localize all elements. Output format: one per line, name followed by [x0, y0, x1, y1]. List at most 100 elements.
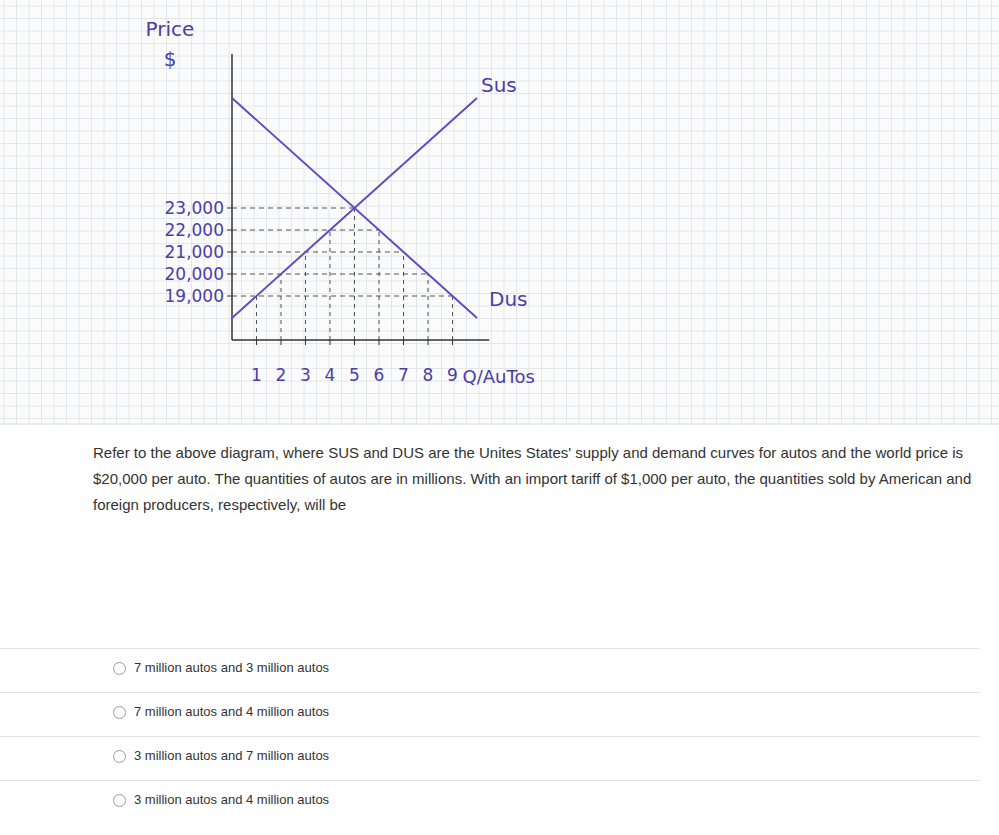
paper-line	[729, 0, 730, 425]
radio-button[interactable]	[113, 662, 126, 675]
option[interactable]: 7 million autos and 4 million autos	[0, 692, 980, 733]
paper-line	[0, 268, 999, 269]
x-tick-label: 2	[276, 365, 287, 385]
paper-line	[504, 0, 505, 425]
paper-line	[829, 0, 830, 425]
option-text: 3 million autos and 7 million autos	[134, 748, 329, 763]
x-axis-label: Q/AuTos	[463, 366, 535, 387]
paper-line	[979, 0, 980, 425]
reference-line	[232, 230, 379, 231]
x-tick-label: 7	[398, 365, 409, 385]
y-tick	[227, 230, 232, 231]
series-line	[232, 98, 477, 318]
paper-line	[716, 0, 717, 425]
graph-paper	[0, 0, 999, 425]
paper-line	[379, 0, 380, 425]
paper-line	[641, 0, 642, 425]
paper-line	[0, 393, 999, 394]
reference-lines	[232, 208, 453, 340]
paper-line	[254, 0, 255, 425]
x-tick-label: 1	[251, 365, 262, 385]
paper-line	[0, 206, 999, 207]
paper-line	[654, 0, 655, 425]
paper-line	[304, 0, 305, 425]
paper-line	[491, 0, 492, 425]
radio-button[interactable]	[113, 794, 126, 807]
reference-line	[232, 296, 453, 297]
y-tick-label: 20,000	[165, 264, 224, 284]
paper-line	[866, 0, 867, 425]
paper-line	[391, 0, 392, 425]
paper-line	[79, 0, 80, 425]
x-tick-label: 8	[423, 365, 434, 385]
paper-line	[841, 0, 842, 425]
reference-line	[452, 296, 453, 340]
reference-line	[428, 274, 429, 340]
paper-line	[766, 0, 767, 425]
paper-line	[29, 0, 30, 425]
paper-line	[466, 0, 467, 425]
paper-line	[854, 0, 855, 425]
paper-line	[541, 0, 542, 425]
paper-line	[0, 318, 999, 319]
page: 19,00020,00021,00022,00023,000123456789Q…	[0, 0, 999, 835]
x-tick	[452, 340, 453, 345]
reference-line	[232, 252, 404, 253]
paper-line	[666, 0, 667, 425]
paper-line	[804, 0, 805, 425]
paper-line	[0, 356, 999, 357]
x-tick	[330, 340, 331, 345]
paper-line	[0, 143, 999, 144]
paper-line	[0, 281, 999, 282]
x-tick-label: 4	[325, 365, 336, 385]
paper-line	[991, 0, 992, 425]
paper-line	[291, 0, 292, 425]
paper-line	[941, 0, 942, 425]
x-tick	[379, 340, 380, 345]
y-tick	[227, 274, 232, 275]
paper-line	[0, 406, 999, 407]
y-tick	[227, 296, 232, 297]
paper-line	[0, 156, 999, 157]
paper-line	[41, 0, 42, 425]
paper-line	[591, 0, 592, 425]
x-tick	[305, 340, 306, 345]
y-tick-label: 21,000	[165, 242, 224, 262]
paper-line	[341, 0, 342, 425]
paper-line	[0, 168, 999, 169]
paper-line	[516, 0, 517, 425]
paper-line	[479, 0, 480, 425]
paper-line	[0, 343, 999, 344]
paper-line	[566, 0, 567, 425]
paper-line	[0, 56, 999, 57]
option[interactable]: 7 million autos and 3 million autos	[0, 648, 980, 689]
x-tick-label: 6	[374, 365, 385, 385]
option-text: 7 million autos and 4 million autos	[134, 704, 329, 719]
paper-line	[604, 0, 605, 425]
reference-line	[379, 230, 380, 340]
radio-button[interactable]	[113, 706, 126, 719]
paper-line	[354, 0, 355, 425]
paper-line	[4, 0, 5, 425]
option[interactable]: 3 million autos and 4 million autos	[0, 780, 980, 821]
paper-line	[0, 181, 999, 182]
y-axis-label: Price	[146, 17, 195, 41]
reference-line	[232, 208, 355, 209]
paper-line	[66, 0, 67, 425]
reference-line	[330, 230, 331, 340]
chart: 19,00020,00021,00022,00023,000123456789Q…	[0, 0, 999, 425]
paper-line	[454, 0, 455, 425]
reference-line	[281, 274, 282, 340]
option[interactable]: 3 million autos and 7 million autos	[0, 736, 980, 777]
paper-line	[0, 118, 999, 119]
paper-line	[0, 331, 999, 332]
paper-line	[0, 6, 999, 7]
paper-line	[104, 0, 105, 425]
x-tick	[354, 340, 355, 345]
paper-line	[691, 0, 692, 425]
paper-line	[129, 0, 130, 425]
radio-button[interactable]	[113, 750, 126, 763]
paper-line	[616, 0, 617, 425]
x-tick-label: 5	[349, 365, 360, 385]
y-tick-label: 23,000	[165, 198, 224, 218]
